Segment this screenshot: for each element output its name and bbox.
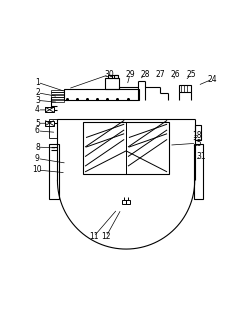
Bar bbox=[64, 89, 139, 100]
Bar bbox=[45, 120, 54, 125]
Bar bbox=[126, 199, 130, 204]
Bar bbox=[49, 144, 59, 198]
Bar bbox=[105, 78, 119, 89]
Bar bbox=[49, 119, 58, 139]
Bar bbox=[51, 95, 64, 97]
Text: 26: 26 bbox=[171, 70, 181, 79]
Text: 9: 9 bbox=[35, 154, 40, 163]
Text: 2: 2 bbox=[35, 88, 40, 97]
Text: 25: 25 bbox=[186, 70, 196, 79]
Bar bbox=[51, 97, 64, 99]
Text: 3: 3 bbox=[35, 96, 40, 105]
Text: 8: 8 bbox=[35, 143, 40, 152]
Text: 1: 1 bbox=[35, 78, 40, 87]
Text: 15: 15 bbox=[192, 139, 201, 148]
Text: 11: 11 bbox=[89, 232, 98, 241]
Text: 4: 4 bbox=[35, 105, 40, 115]
Bar bbox=[108, 75, 112, 78]
Text: 18: 18 bbox=[192, 131, 201, 140]
Text: 10: 10 bbox=[33, 165, 42, 174]
Bar bbox=[122, 199, 126, 204]
Bar bbox=[51, 90, 64, 92]
Bar bbox=[45, 107, 54, 112]
Text: 5: 5 bbox=[35, 119, 40, 128]
Bar bbox=[195, 125, 201, 140]
Text: 12: 12 bbox=[101, 232, 111, 241]
Text: 6: 6 bbox=[35, 126, 40, 135]
Text: 28: 28 bbox=[140, 70, 150, 79]
Text: 30: 30 bbox=[104, 70, 114, 79]
Text: 24: 24 bbox=[207, 75, 217, 84]
Bar bbox=[51, 100, 64, 102]
Bar bbox=[83, 122, 169, 174]
Text: 29: 29 bbox=[125, 70, 135, 79]
Bar bbox=[194, 144, 203, 198]
Text: 27: 27 bbox=[155, 70, 165, 79]
Bar bbox=[51, 92, 64, 94]
Bar bbox=[180, 85, 190, 92]
Bar bbox=[114, 75, 118, 78]
Text: 31: 31 bbox=[197, 152, 206, 161]
